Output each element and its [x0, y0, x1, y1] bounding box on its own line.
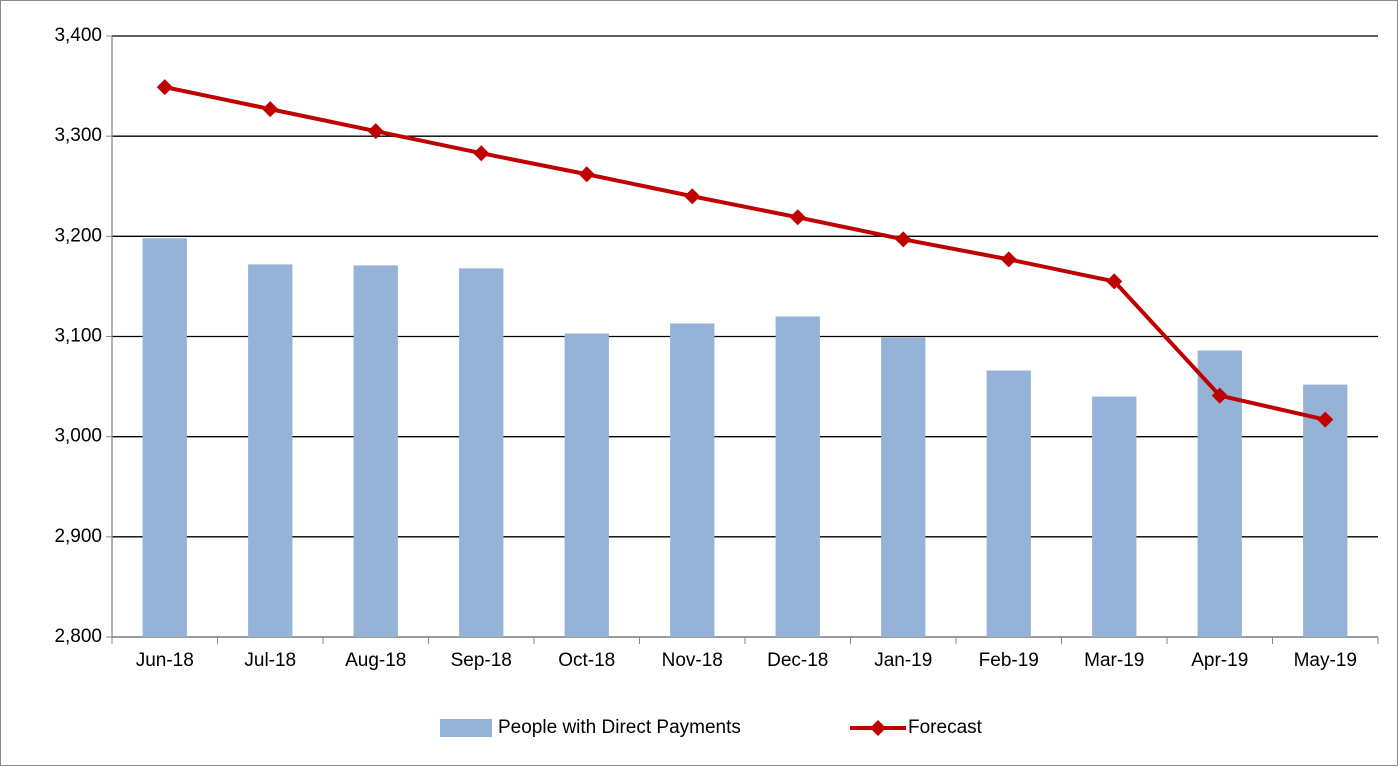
line-marker: [684, 188, 701, 205]
y-tick-label: 3,000: [54, 426, 102, 447]
line-marker: [789, 209, 806, 226]
legend-label: Forecast: [908, 717, 983, 738]
x-tick-label: Aug-18: [345, 650, 406, 671]
x-tick-label: Jan-19: [874, 650, 932, 671]
line: [164, 85, 1326, 422]
legend-label: People with Direct Payments: [498, 717, 741, 738]
line-marker: [473, 145, 490, 162]
legend-swatch: [440, 719, 492, 737]
x-tick-label: Jun-18: [136, 650, 194, 671]
y-tick-label: 2,900: [54, 526, 102, 547]
line-marker: [262, 101, 279, 118]
x-tick-label: Sep-18: [451, 650, 512, 671]
y-tick-label: 3,200: [54, 225, 102, 246]
line-marker: [1106, 273, 1123, 290]
bar: [564, 333, 609, 637]
line-marker: [156, 79, 173, 96]
x-tick-label: Jul-18: [244, 650, 296, 671]
bar: [353, 265, 398, 637]
x-tick-label: Nov-18: [662, 650, 723, 671]
line-marker: [1317, 411, 1334, 428]
y-tick-label: 3,300: [54, 125, 102, 146]
x-tick-label: May-19: [1294, 650, 1357, 671]
bar: [142, 238, 187, 637]
x-tick-label: Apr-19: [1191, 650, 1248, 671]
line-marker: [367, 123, 384, 140]
line-marker: [1211, 387, 1228, 404]
line-marker: [578, 166, 595, 183]
y-tick-label: 2,800: [54, 626, 102, 647]
bar: [1092, 396, 1137, 637]
legend-marker: [870, 720, 886, 736]
x-tick-label: Oct-18: [558, 650, 615, 671]
y-tick-label: 3,400: [54, 25, 102, 46]
bar: [881, 337, 926, 637]
bar: [670, 323, 715, 637]
x-tick-label: Feb-19: [979, 650, 1039, 671]
x-tick-label: Dec-18: [767, 650, 828, 671]
x-tick-label: Mar-19: [1084, 650, 1144, 671]
line-marker: [1000, 251, 1017, 268]
bar: [248, 264, 293, 637]
y-tick-label: 3,100: [54, 326, 102, 347]
bar: [986, 370, 1031, 637]
line-marker: [895, 231, 912, 248]
bar: [459, 268, 504, 637]
bar: [775, 316, 820, 637]
